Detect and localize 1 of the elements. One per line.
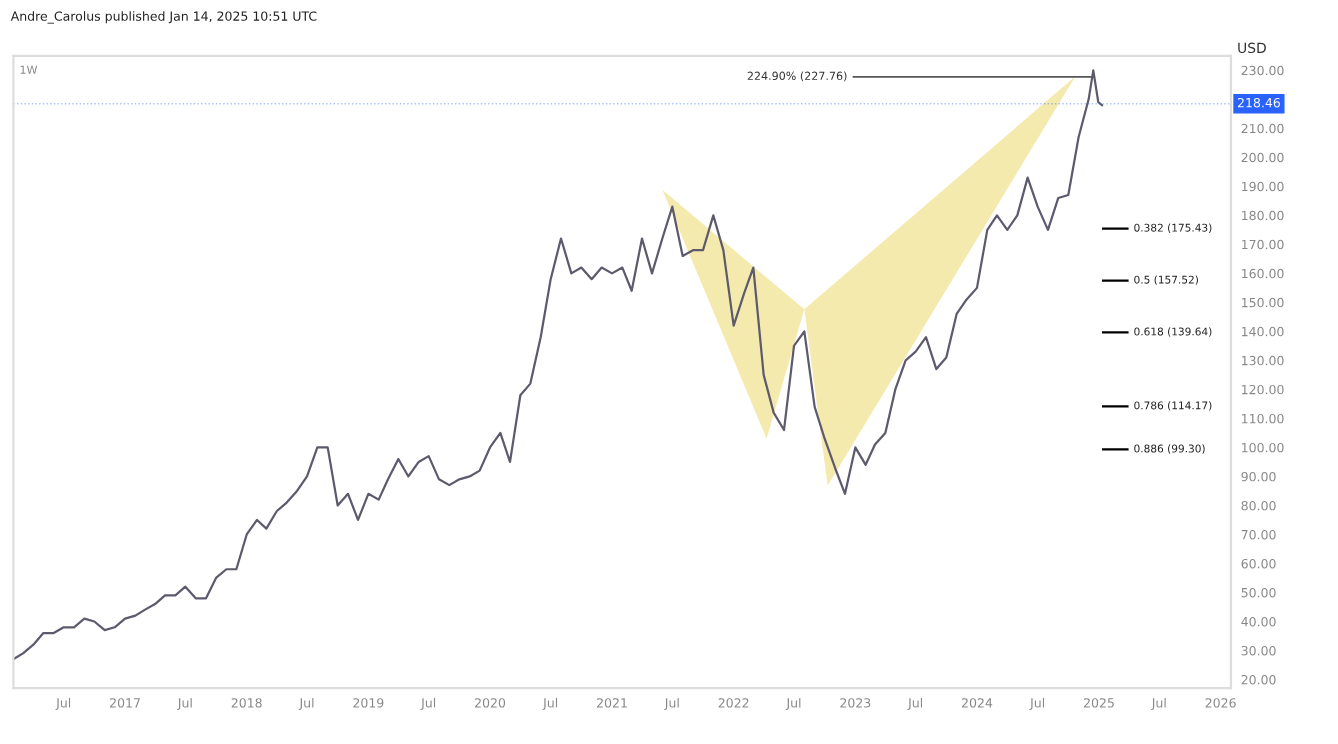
line-series [13,69,1104,661]
